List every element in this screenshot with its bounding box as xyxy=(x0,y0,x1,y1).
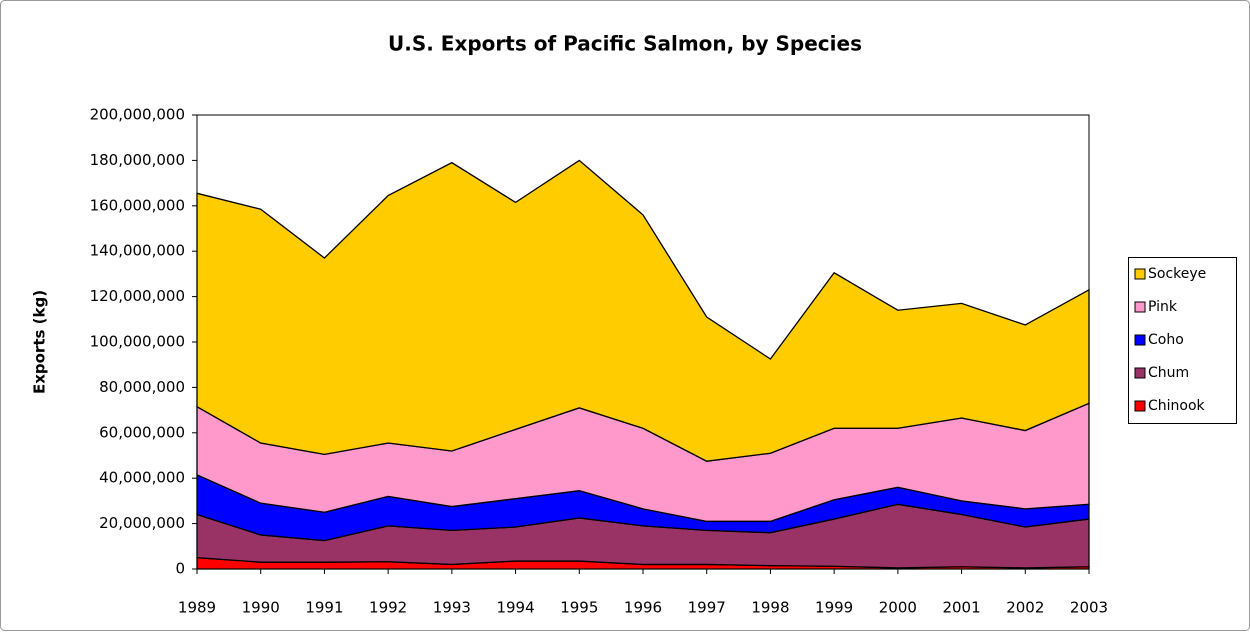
x-tick-label: 2003 xyxy=(1070,599,1108,617)
x-tick-label: 2001 xyxy=(942,599,980,617)
y-axis-label: Exports (kg) xyxy=(31,290,49,394)
x-tick-label: 1991 xyxy=(305,599,343,617)
y-tick-label: 60,000,000 xyxy=(99,423,185,441)
x-tick-label: 1992 xyxy=(369,599,407,617)
y-tick-label: 20,000,000 xyxy=(99,514,185,532)
x-tick-label: 1989 xyxy=(178,599,216,617)
legend-box xyxy=(1128,257,1237,424)
x-tick-label: 1999 xyxy=(815,599,853,617)
legend-swatch xyxy=(1134,301,1146,313)
y-tick-label: 80,000,000 xyxy=(99,378,185,396)
y-tick-label: 120,000,000 xyxy=(90,287,185,305)
x-tick-label: 1994 xyxy=(496,599,534,617)
y-tick-label: 140,000,000 xyxy=(90,242,185,260)
legend-swatch xyxy=(1134,268,1146,280)
legend-label: Coho xyxy=(1148,332,1184,348)
y-tick-label: 40,000,000 xyxy=(99,469,185,487)
x-tick-label: 1990 xyxy=(242,599,280,617)
y-tick-label: 100,000,000 xyxy=(90,333,185,351)
x-tick-label: 1995 xyxy=(560,599,598,617)
legend-label: Pink xyxy=(1148,299,1178,315)
y-tick-label: 200,000,000 xyxy=(90,106,185,124)
x-tick-label: 1996 xyxy=(624,599,662,617)
legend-label: Chum xyxy=(1148,365,1189,381)
chart-title: U.S. Exports of Pacific Salmon, by Speci… xyxy=(388,32,862,56)
y-tick-label: 180,000,000 xyxy=(90,151,185,169)
x-tick-label: 1997 xyxy=(688,599,726,617)
legend-swatch xyxy=(1134,367,1146,379)
y-tick-label: 160,000,000 xyxy=(90,196,185,214)
legend-label: Sockeye xyxy=(1148,266,1206,282)
x-tick-label: 2000 xyxy=(879,599,917,617)
x-tick-label: 1993 xyxy=(433,599,471,617)
legend-label: Chinook xyxy=(1148,398,1206,414)
x-tick-label: 2002 xyxy=(1006,599,1044,617)
legend-swatch xyxy=(1134,334,1146,346)
x-tick-label: 1998 xyxy=(751,599,789,617)
y-tick-label: 0 xyxy=(175,560,185,578)
legend-swatch xyxy=(1134,400,1146,412)
